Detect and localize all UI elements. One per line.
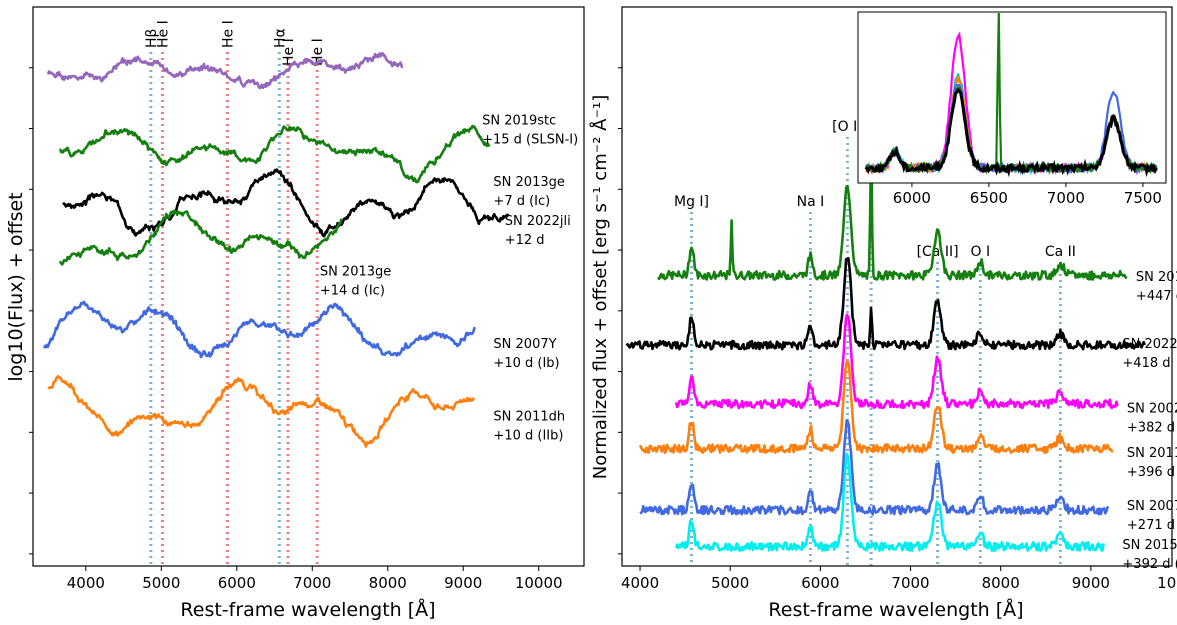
right-plot-frame <box>621 6 1173 567</box>
right-y-ticks <box>618 67 622 555</box>
right-line-markers: Mg I]Na I[O I]Hα[Ca II]O ICa II <box>674 60 1076 566</box>
series-label: SN 2022jli <box>1122 337 1177 352</box>
line-marker-label: Mg I] <box>674 194 709 210</box>
left-plot-frame <box>32 6 585 567</box>
line-marker-label: Hα <box>272 28 288 48</box>
spectrum-line <box>639 419 1110 516</box>
series-label: +418 d <box>1122 356 1170 371</box>
line-marker-label: Na I <box>797 194 825 210</box>
series-label: SN 2022jli <box>505 214 571 229</box>
right-spectra <box>625 132 1147 552</box>
inset-x-ticks: 6000 6500 7000 7500 <box>893 183 1162 207</box>
series-label: SN 2011dh <box>1127 446 1177 461</box>
x-tick-label: 10000 <box>515 574 563 592</box>
right-y-axis-label: Normalized flux + offset [erg s⁻¹ cm⁻² Å… <box>589 95 611 479</box>
spectrum-line <box>46 51 404 90</box>
series-label: +10 d (Ib) <box>493 356 559 371</box>
spectrum-line <box>674 313 1119 410</box>
spectrum-line <box>58 209 343 266</box>
series-label: +447 d (Ic) <box>1136 289 1177 304</box>
line-marker-label: Ca II <box>1045 244 1076 260</box>
line-marker-label: [Ca II] <box>917 244 959 260</box>
spectrum-line <box>674 452 1105 552</box>
x-tick-label: 8000 <box>369 574 407 592</box>
series-label: +392 d (SLSN-Ic) <box>1122 557 1177 572</box>
series-label: +382 d (Ic-BL) <box>1127 420 1177 435</box>
x-tick-label: 6000 <box>801 574 839 592</box>
left-series-labels: SN 2019stc +15 d (SLSN-I) SN 2013ge +7 d (I… <box>320 113 578 443</box>
inset-spectrum-line <box>864 87 1158 178</box>
x-tick-label: 5000 <box>711 574 749 592</box>
x-tick-label: 10000 <box>1157 574 1177 592</box>
x-tick-label: 4000 <box>621 574 659 592</box>
series-label: +7 d (Ic) <box>493 194 550 209</box>
series-label: SN 2007Y <box>493 337 556 352</box>
left-spectra <box>43 51 510 448</box>
x-tick-label: 4000 <box>67 574 105 592</box>
right-x-axis-label: Rest-frame wavelength [Å] <box>768 598 1023 621</box>
series-label: +396 d (IIb) <box>1127 465 1177 480</box>
right-panel: Mg I]Na I[O I]Hα[Ca II]O ICa II SN 2013g… <box>589 6 1177 621</box>
left-y-ticks <box>29 67 33 555</box>
series-label: SN 2019stc <box>482 113 556 128</box>
left-y-axis-label: log10(Flux) + offset <box>5 192 27 381</box>
series-label: SN 2013ge <box>1136 270 1177 285</box>
spectrum-line <box>43 300 476 359</box>
x-tick-label: 9000 <box>444 574 482 592</box>
left-x-axis-label: Rest-frame wavelength [Å] <box>180 598 435 621</box>
right-series-labels: SN 2013ge +447 d (Ic) SN 2022jli +418 d SN 2… <box>1122 270 1177 572</box>
right-x-ticks: 4000 5000 6000 7000 8000 9000 10000 <box>621 566 1177 592</box>
spectrum-line <box>638 360 1114 455</box>
spectrum-line <box>657 132 1128 281</box>
x-tick-label: 8000 <box>982 574 1020 592</box>
line-marker-label: He I <box>310 38 326 66</box>
x-tick-label: 6000 <box>218 574 256 592</box>
inset-spectra <box>864 12 1158 178</box>
line-marker-label: He I <box>281 38 297 66</box>
series-label: +271 d (Ib) <box>1127 518 1177 533</box>
line-marker-label: O I <box>971 244 991 260</box>
x-tick-label: 9000 <box>1072 574 1110 592</box>
spectrum-line <box>625 256 1147 351</box>
series-label: +14 d (Ic) <box>320 283 385 298</box>
inset-x-tick-label: 6500 <box>970 189 1008 207</box>
inset-x-tick-label: 6000 <box>893 189 931 207</box>
left-x-ticks: 4000 5000 6000 7000 8000 9000 10000 <box>67 566 563 592</box>
line-marker-label: Hβ <box>144 29 160 48</box>
line-marker-label: He I <box>156 20 172 48</box>
x-tick-label: 5000 <box>142 574 180 592</box>
series-label: +12 d <box>505 233 545 248</box>
series-label: SN 2011dh <box>493 410 565 425</box>
spectrum-line <box>47 374 475 448</box>
inset-frame <box>857 11 1167 184</box>
series-label: SN 2013ge <box>493 175 564 190</box>
series-label: SN 2007Y <box>1127 499 1177 514</box>
inset-plot: 6000 6500 7000 7500 <box>857 11 1167 207</box>
x-tick-label: 7000 <box>293 574 331 592</box>
series-label: +10 d (IIb) <box>493 429 563 444</box>
series-label: +15 d (SLSN-I) <box>482 132 578 147</box>
inset-x-tick-label: 7500 <box>1124 189 1162 207</box>
x-tick-label: 7000 <box>891 574 929 592</box>
series-label: SN 2015bn <box>1122 538 1177 553</box>
spectrum-line <box>58 124 491 184</box>
line-marker-label: [O I] <box>832 119 863 135</box>
inset-x-tick-label: 7000 <box>1047 189 1085 207</box>
series-label: SN 2013ge <box>320 264 391 279</box>
series-label: SN 2002ap <box>1127 401 1177 416</box>
line-marker-label: He I <box>220 20 236 48</box>
spectrum-line <box>62 168 510 238</box>
